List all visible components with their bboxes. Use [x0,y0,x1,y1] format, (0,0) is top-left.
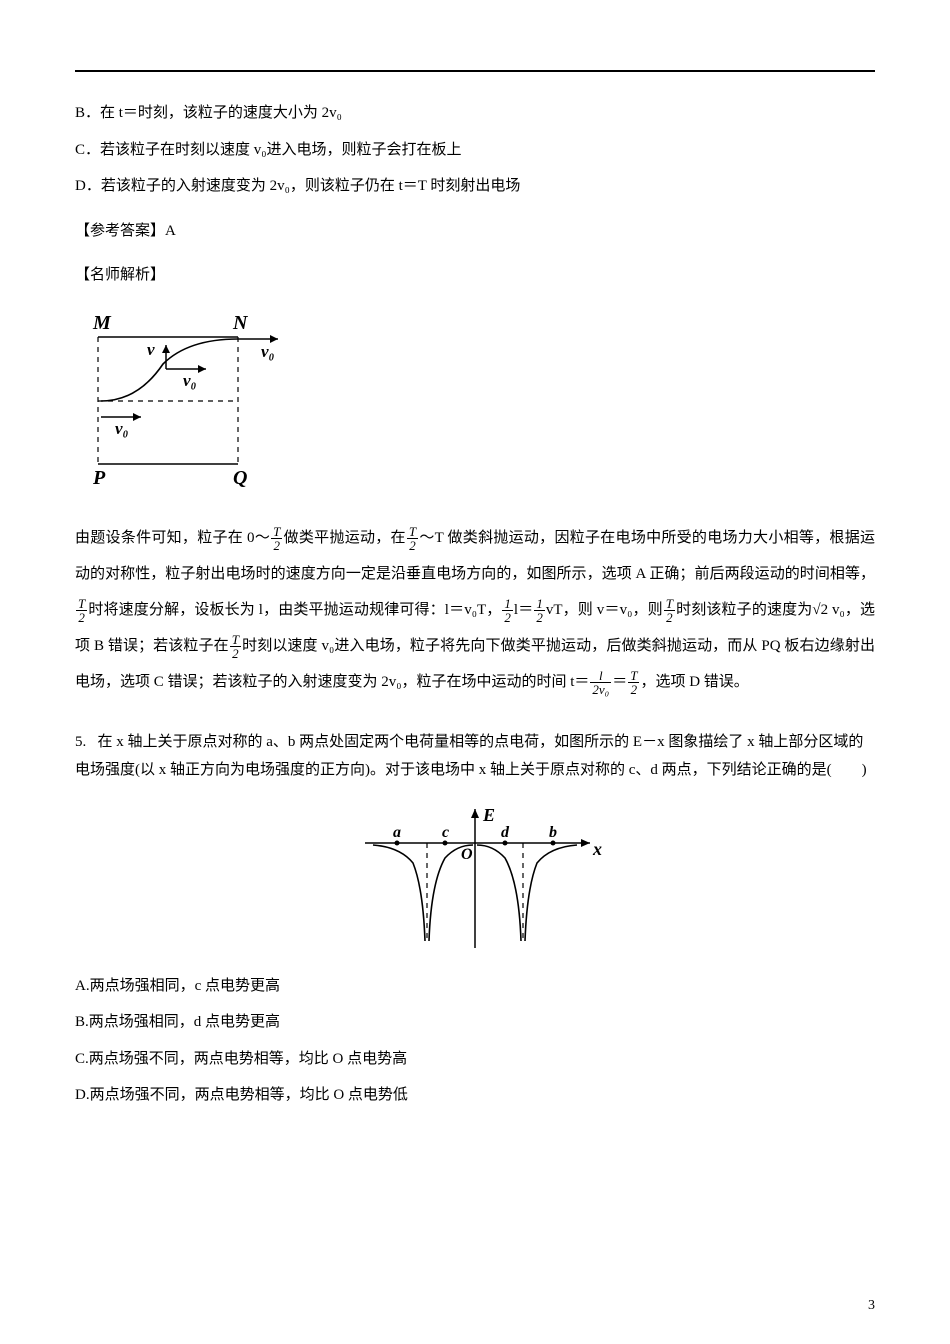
analysis-paragraph: 由题设条件可知，粒子在 0～T2做类平抛运动，在T2～T 做类斜抛运动，因粒子在… [75,520,875,700]
frac-T2-1: T2 [271,525,282,552]
seg-1f: vT，则 v＝v₀，则 [546,602,663,618]
frac-T2-4: T2 [664,597,675,624]
diagram-ex-graph: E x O a c d b [75,803,875,953]
q5-choice-c: C.两点场强不同，两点电势相等，均比 O 点电势高 [75,1048,875,1071]
option-d: D．若该粒子的入射速度变为 2v₀，则该粒子仍在 t＝T 时刻射出电场 [75,175,875,198]
label-b: b [549,824,557,841]
label-x: x [592,839,602,859]
frac-T2-6: T2 [628,669,639,696]
diagram1-svg: M N P Q v v₀ v₀ v₀ [83,309,293,489]
label-E: E [482,805,495,825]
page-number: 3 [868,1298,875,1314]
label-c: c [442,824,449,841]
seg-1i: ＝ [612,674,627,690]
label-v: v [147,340,155,359]
top-rule [75,70,875,72]
label-v0-in: v₀ [115,419,129,438]
frac-12-1: 12 [502,597,513,624]
frac-l2v0: l2v₀ [590,669,611,696]
label-Q: Q [233,467,247,489]
diagram-mnpq: M N P Q v v₀ v₀ v₀ [83,309,875,494]
frac-T2-5: T2 [230,633,241,660]
q5-text: 在 x 轴上关于原点对称的 a、b 两点处固定两个电荷量相等的点电荷，如图所示的… [75,734,867,779]
frac-T2-3: T2 [76,597,87,624]
option-b: B．在 t＝时刻，该粒子的速度大小为 2v₀ [75,102,875,125]
analysis-label: 【名师解析】 [75,264,875,287]
label-M: M [92,312,112,334]
label-v0-mid: v₀ [183,371,197,390]
label-v0-out: v₀ [261,342,275,361]
seg-1e: l＝ [514,602,533,618]
q5-choices: A.两点场强相同，c 点电势更高 B.两点场强相同，d 点电势更高 C.两点场强… [75,975,875,1107]
label-N: N [232,312,249,334]
page-content: B．在 t＝时刻，该粒子的速度大小为 2v₀ C．若该粒子在时刻以速度 v₀进入… [0,0,950,1161]
option-c: C．若该粒子在时刻以速度 v₀进入电场，则粒子会打在板上 [75,139,875,162]
diagram2-svg: E x O a c d b [345,803,605,953]
seg-1a: 由题设条件可知，粒子在 0～ [75,530,270,546]
question-5: 5. 在 x 轴上关于原点对称的 a、b 两点处固定两个电荷量相等的点电荷，如图… [75,728,875,785]
q5-choice-b: B.两点场强相同，d 点电势更高 [75,1011,875,1034]
label-d: d [501,824,510,841]
q5-num: 5. [75,734,86,750]
q5-choice-d: D.两点场强不同，两点电势相等，均比 O 点电势低 [75,1084,875,1107]
frac-12-2: 12 [534,597,545,624]
answer-label: 【参考答案】A [75,220,875,243]
label-O: O [461,846,473,863]
label-a: a [393,824,401,841]
seg-1j: ，选项 D 错误。 [640,674,748,690]
label-P: P [92,467,106,489]
seg-1d: 时将速度分解，设板长为 l，由类平抛运动规律可得：l＝v₀T， [88,602,501,618]
q5-choice-a: A.两点场强相同，c 点电势更高 [75,975,875,998]
frac-T2-2: T2 [407,525,418,552]
seg-1b: 做类平抛运动，在 [283,530,405,546]
